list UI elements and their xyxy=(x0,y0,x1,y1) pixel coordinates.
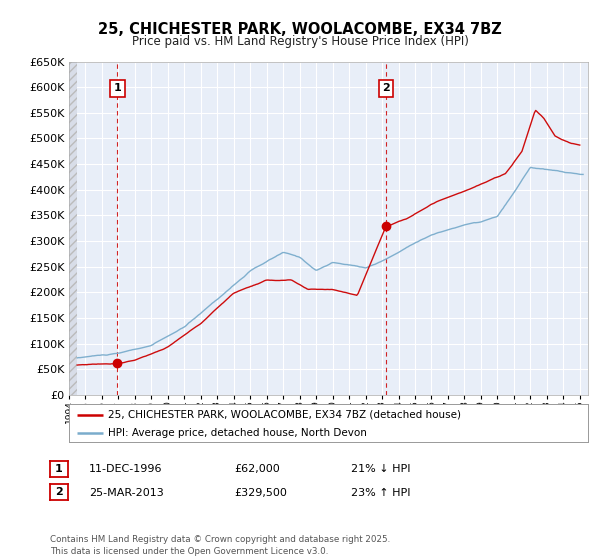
Text: 1: 1 xyxy=(55,464,62,474)
Text: 2: 2 xyxy=(55,487,62,497)
Text: 23% ↑ HPI: 23% ↑ HPI xyxy=(351,488,410,498)
Text: 11-DEC-1996: 11-DEC-1996 xyxy=(89,464,162,474)
Text: HPI: Average price, detached house, North Devon: HPI: Average price, detached house, Nort… xyxy=(108,428,367,438)
Text: £62,000: £62,000 xyxy=(234,464,280,474)
Text: £329,500: £329,500 xyxy=(234,488,287,498)
Text: 25, CHICHESTER PARK, WOOLACOMBE, EX34 7BZ: 25, CHICHESTER PARK, WOOLACOMBE, EX34 7B… xyxy=(98,22,502,38)
Text: Price paid vs. HM Land Registry's House Price Index (HPI): Price paid vs. HM Land Registry's House … xyxy=(131,35,469,48)
Bar xyxy=(69,62,77,395)
Text: 21% ↓ HPI: 21% ↓ HPI xyxy=(351,464,410,474)
Text: Contains HM Land Registry data © Crown copyright and database right 2025.
This d: Contains HM Land Registry data © Crown c… xyxy=(50,535,390,556)
Text: 1: 1 xyxy=(113,83,121,94)
Text: 25, CHICHESTER PARK, WOOLACOMBE, EX34 7BZ (detached house): 25, CHICHESTER PARK, WOOLACOMBE, EX34 7B… xyxy=(108,410,461,420)
Text: 25-MAR-2013: 25-MAR-2013 xyxy=(89,488,164,498)
Text: 2: 2 xyxy=(382,83,390,94)
